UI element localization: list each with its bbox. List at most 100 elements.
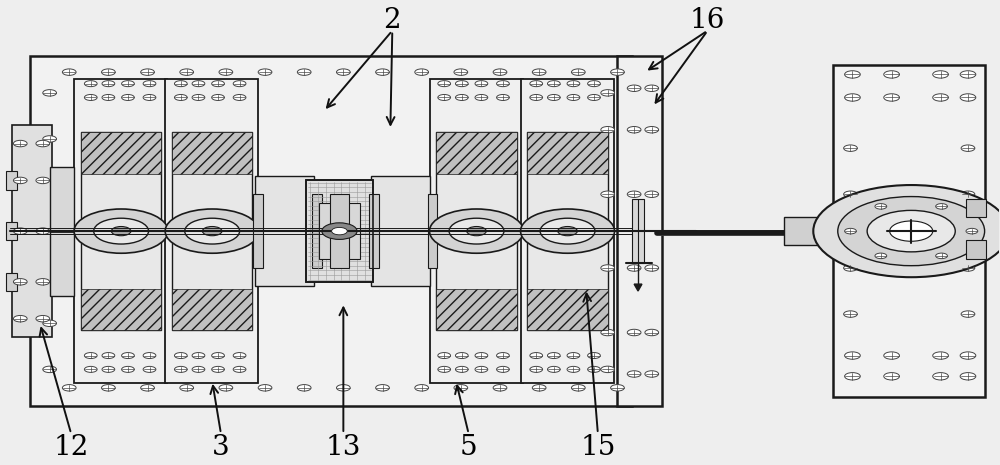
- Circle shape: [890, 221, 933, 241]
- Circle shape: [297, 69, 311, 75]
- Circle shape: [415, 69, 429, 75]
- Circle shape: [212, 366, 224, 372]
- Circle shape: [547, 366, 560, 372]
- Circle shape: [845, 228, 856, 234]
- Circle shape: [233, 94, 246, 100]
- Circle shape: [627, 265, 641, 271]
- Circle shape: [332, 227, 347, 235]
- Circle shape: [571, 69, 585, 75]
- Circle shape: [143, 352, 156, 359]
- Circle shape: [233, 352, 246, 359]
- Circle shape: [933, 372, 948, 380]
- Circle shape: [867, 210, 955, 252]
- Bar: [6, 171, 17, 190]
- Circle shape: [438, 366, 451, 372]
- Circle shape: [497, 352, 509, 359]
- Circle shape: [192, 94, 205, 100]
- Circle shape: [297, 385, 311, 391]
- Circle shape: [74, 209, 168, 253]
- Circle shape: [36, 315, 50, 322]
- Circle shape: [180, 69, 194, 75]
- Circle shape: [601, 329, 615, 336]
- Bar: [521, 79, 614, 383]
- Bar: [74, 79, 167, 383]
- Circle shape: [961, 145, 975, 152]
- Text: 13: 13: [326, 434, 361, 461]
- Circle shape: [84, 352, 97, 359]
- Circle shape: [102, 69, 115, 75]
- Circle shape: [36, 177, 50, 184]
- Circle shape: [192, 366, 205, 372]
- Circle shape: [84, 366, 97, 372]
- Circle shape: [961, 311, 975, 317]
- Bar: [165, 79, 258, 383]
- Bar: [6, 272, 17, 291]
- Circle shape: [165, 209, 259, 253]
- Circle shape: [449, 218, 504, 244]
- Circle shape: [567, 80, 580, 86]
- Bar: [253, 194, 263, 268]
- Circle shape: [94, 218, 149, 244]
- Circle shape: [547, 94, 560, 100]
- Circle shape: [961, 265, 975, 271]
- Text: 3: 3: [212, 434, 230, 461]
- Bar: [172, 132, 252, 330]
- Circle shape: [258, 385, 272, 391]
- Bar: [966, 240, 986, 259]
- Circle shape: [143, 366, 156, 372]
- Circle shape: [13, 315, 27, 322]
- Circle shape: [588, 80, 600, 86]
- Circle shape: [455, 366, 468, 372]
- Circle shape: [884, 94, 899, 101]
- Bar: [172, 289, 252, 330]
- Bar: [617, 56, 662, 406]
- Circle shape: [960, 372, 976, 380]
- Circle shape: [601, 191, 615, 198]
- Circle shape: [844, 311, 857, 317]
- Circle shape: [185, 218, 240, 244]
- Circle shape: [84, 94, 97, 100]
- Circle shape: [102, 366, 115, 372]
- Circle shape: [438, 94, 451, 100]
- Circle shape: [454, 69, 468, 75]
- Circle shape: [141, 69, 154, 75]
- Circle shape: [475, 80, 488, 86]
- Circle shape: [430, 209, 523, 253]
- Circle shape: [102, 352, 115, 359]
- Circle shape: [530, 80, 543, 86]
- Circle shape: [540, 218, 595, 244]
- Circle shape: [601, 126, 615, 133]
- Circle shape: [960, 352, 976, 359]
- Bar: [436, 289, 517, 330]
- Circle shape: [102, 80, 115, 86]
- Bar: [81, 132, 161, 330]
- Circle shape: [337, 385, 350, 391]
- Circle shape: [532, 69, 546, 75]
- Circle shape: [936, 253, 947, 259]
- Circle shape: [933, 94, 948, 101]
- Circle shape: [219, 385, 233, 391]
- Circle shape: [415, 385, 429, 391]
- Circle shape: [337, 69, 350, 75]
- Circle shape: [936, 204, 947, 209]
- Circle shape: [13, 140, 27, 147]
- Circle shape: [43, 90, 56, 96]
- Circle shape: [601, 265, 615, 271]
- Circle shape: [627, 85, 641, 92]
- Circle shape: [588, 352, 600, 359]
- Bar: [81, 289, 161, 330]
- Circle shape: [530, 366, 543, 372]
- Circle shape: [547, 352, 560, 359]
- Circle shape: [497, 94, 509, 100]
- Circle shape: [838, 197, 985, 266]
- Circle shape: [233, 366, 246, 372]
- Circle shape: [532, 385, 546, 391]
- Bar: [428, 194, 437, 268]
- Bar: [371, 176, 430, 286]
- Circle shape: [845, 372, 860, 380]
- Circle shape: [497, 366, 509, 372]
- Circle shape: [36, 140, 50, 147]
- Circle shape: [258, 69, 272, 75]
- Bar: [81, 132, 161, 173]
- Circle shape: [571, 385, 585, 391]
